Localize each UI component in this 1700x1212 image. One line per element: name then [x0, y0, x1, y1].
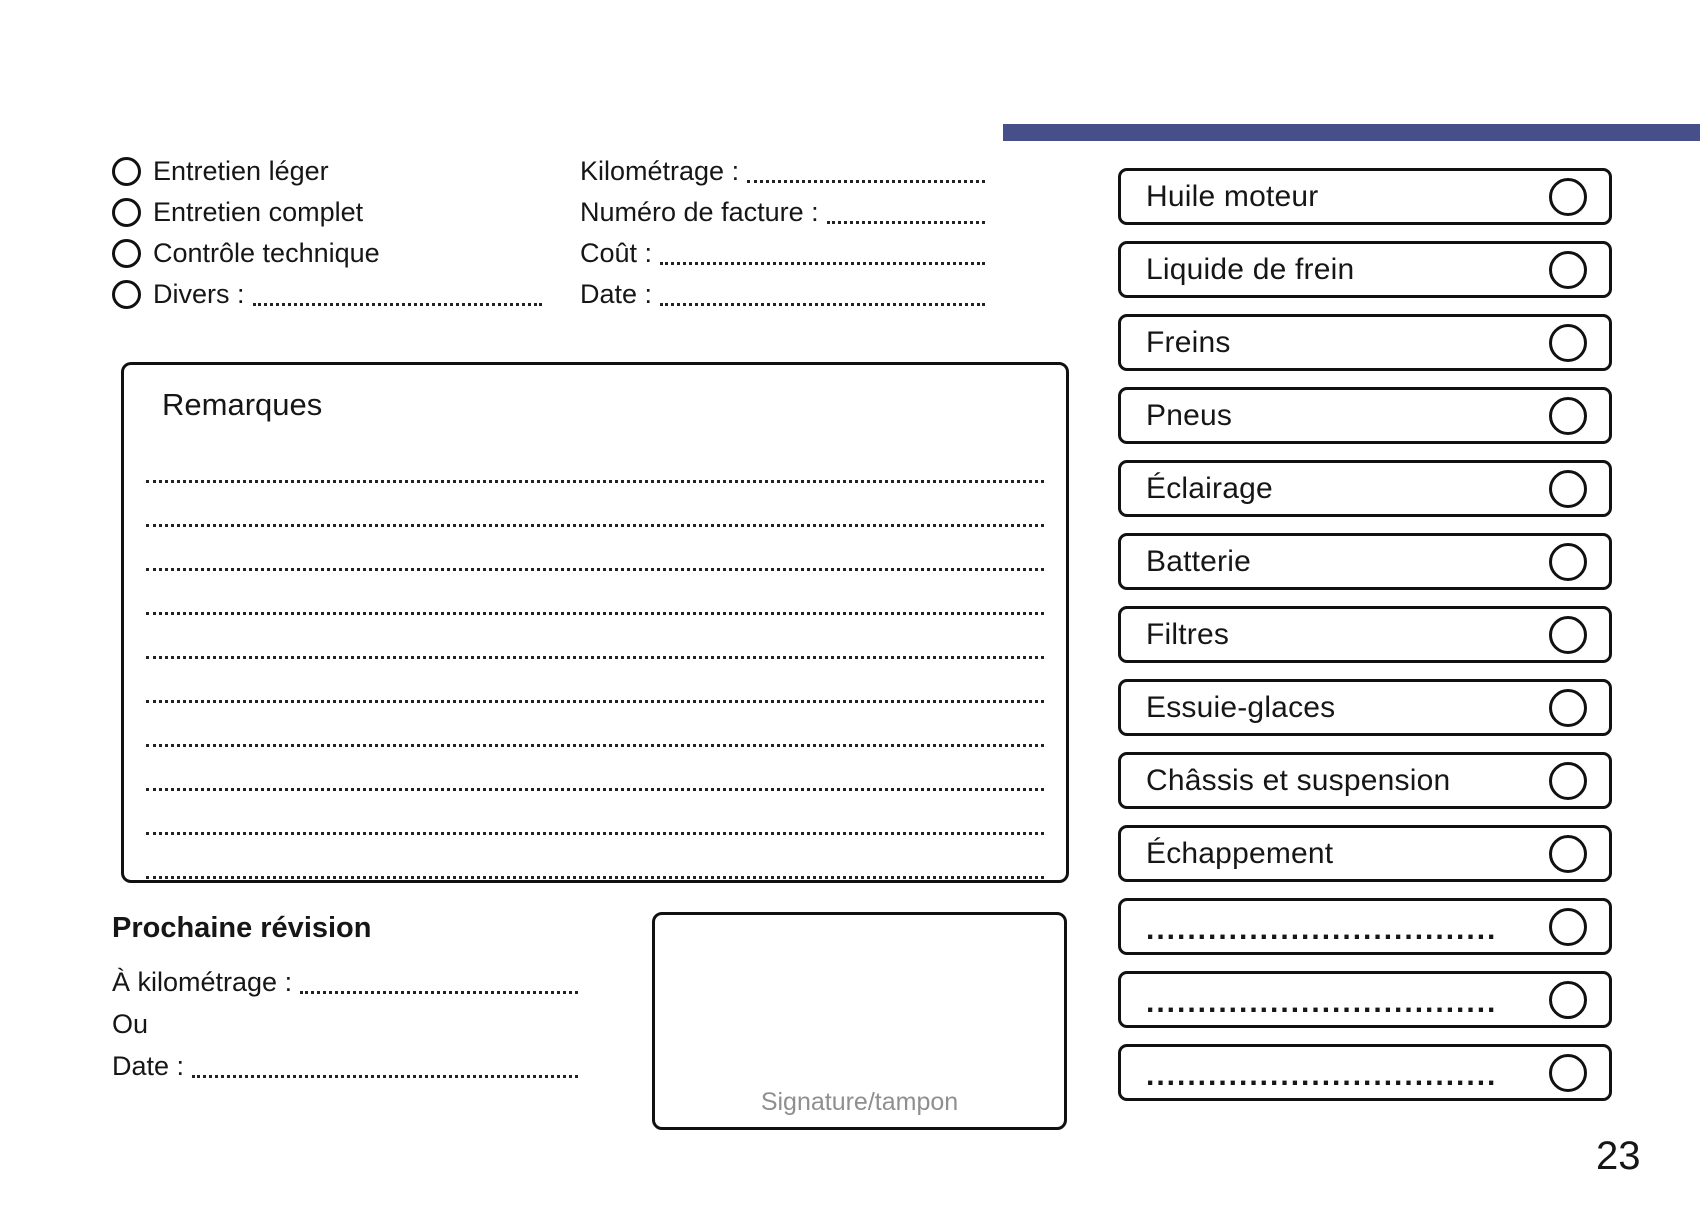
dotted-leader — [826, 221, 985, 224]
field-row: Ou — [112, 1003, 578, 1045]
radio-circle-icon — [112, 198, 141, 227]
radio-circle-icon — [112, 239, 141, 268]
check-circle-icon — [1549, 615, 1587, 654]
option-label: Entretien complet — [153, 197, 364, 227]
next-service-title: Prochaine révision — [112, 912, 372, 944]
checklist-row: Châssis et suspension — [1118, 752, 1612, 809]
check-circle-icon — [1549, 761, 1587, 800]
field-label: Coût : — [580, 238, 653, 268]
field-row: À kilométrage : — [112, 961, 578, 1003]
checklist-label: Filtres — [1146, 617, 1230, 651]
option-label: Entretien léger — [153, 156, 329, 186]
checklist-row: Éclairage — [1118, 460, 1612, 517]
checklist-label: Essuie-glaces — [1146, 690, 1336, 724]
checklist-label: Châssis et suspension — [1146, 763, 1451, 797]
option-row: Divers : — [112, 274, 542, 315]
option-label: Divers : — [153, 279, 245, 309]
field-row: Coût : — [580, 233, 985, 274]
checklist-row: Échappement — [1118, 825, 1612, 882]
check-circle-icon — [1549, 907, 1587, 946]
field-label: À kilométrage : — [112, 966, 293, 997]
checklist-label: Éclairage — [1146, 471, 1273, 505]
option-row: Entretien complet — [112, 192, 542, 233]
checklist-label: Freins — [1146, 325, 1231, 359]
signature-box: Signature/tampon — [652, 912, 1067, 1130]
field-row: Date : — [580, 274, 985, 315]
field-label: Kilométrage : — [580, 156, 740, 186]
checklist-row: Filtres — [1118, 606, 1612, 663]
remarks-line — [146, 747, 1044, 791]
check-circle-icon — [1549, 1053, 1587, 1092]
checklist-label: .................................. — [1146, 912, 1498, 946]
dotted-leader — [747, 180, 985, 183]
field-row: Numéro de facture : — [580, 192, 985, 233]
remarks-line — [146, 571, 1044, 615]
field-label: Date : — [112, 1050, 185, 1081]
checklist-label: Batterie — [1146, 544, 1251, 578]
check-circle-icon — [1549, 396, 1587, 435]
checklist-label: .................................. — [1146, 1058, 1498, 1092]
dotted-leader — [300, 991, 578, 994]
dotted-leader — [252, 303, 542, 306]
checklist-row: Freins — [1118, 314, 1612, 371]
field-label: Date : — [580, 279, 653, 309]
remarks-line — [146, 439, 1044, 483]
checklist-row: .................................. — [1118, 898, 1612, 955]
checklist-label: Pneus — [1146, 398, 1233, 432]
option-row: Contrôle technique — [112, 233, 542, 274]
checklist-label: Échappement — [1146, 836, 1334, 870]
remarks-line — [146, 659, 1044, 703]
field-label: Ou — [112, 1008, 149, 1039]
checklist-label: Liquide de frein — [1146, 252, 1355, 286]
check-circle-icon — [1549, 834, 1587, 873]
signature-label: Signature/tampon — [760, 1088, 959, 1116]
page-number: 23 — [1596, 1134, 1641, 1178]
checklist-label: Huile moteur — [1146, 179, 1319, 213]
checklist-row: Batterie — [1118, 533, 1612, 590]
checklist-row: .................................. — [1118, 971, 1612, 1028]
checklist: Huile moteur Liquide de frein Freins Pneus É… — [1118, 168, 1612, 1117]
checklist-row: Liquide de frein — [1118, 241, 1612, 298]
field-row: Date : — [112, 1045, 578, 1087]
option-row: Entretien léger — [112, 151, 542, 192]
checklist-label: .................................. — [1146, 985, 1498, 1019]
service-type-options: Entretien léger Entretien complet Contrô… — [112, 151, 542, 315]
remarks-line — [146, 791, 1044, 835]
dotted-leader — [192, 1075, 578, 1078]
check-circle-icon — [1549, 542, 1587, 581]
radio-circle-icon — [112, 157, 141, 186]
check-circle-icon — [1549, 323, 1587, 362]
check-circle-icon — [1549, 688, 1587, 727]
check-circle-icon — [1549, 250, 1587, 289]
dotted-leader — [660, 303, 985, 306]
field-label: Numéro de facture : — [580, 197, 819, 227]
accent-bar — [1003, 124, 1700, 141]
check-circle-icon — [1549, 469, 1587, 508]
field-row: Kilométrage : — [580, 151, 985, 192]
checklist-row: .................................. — [1118, 1044, 1612, 1101]
remarks-line — [146, 483, 1044, 527]
checklist-row: Essuie-glaces — [1118, 679, 1612, 736]
invoice-fields: Kilométrage : Numéro de facture : Coût :… — [580, 151, 985, 315]
dotted-leader — [660, 262, 985, 265]
remarks-line — [146, 703, 1044, 747]
next-service-section: Prochaine révision À kilométrage : Ou Da… — [112, 912, 578, 1087]
check-circle-icon — [1549, 980, 1587, 1019]
remarks-lines — [124, 439, 1066, 879]
remarks-line — [146, 527, 1044, 571]
option-label: Contrôle technique — [153, 238, 380, 268]
checklist-row: Huile moteur — [1118, 168, 1612, 225]
remarks-line — [146, 835, 1044, 879]
check-circle-icon — [1549, 177, 1587, 216]
remarks-line — [146, 615, 1044, 659]
checklist-row: Pneus — [1118, 387, 1612, 444]
remarks-box: Remarques — [121, 362, 1069, 883]
remarks-title: Remarques — [162, 387, 323, 422]
radio-circle-icon — [112, 280, 141, 309]
